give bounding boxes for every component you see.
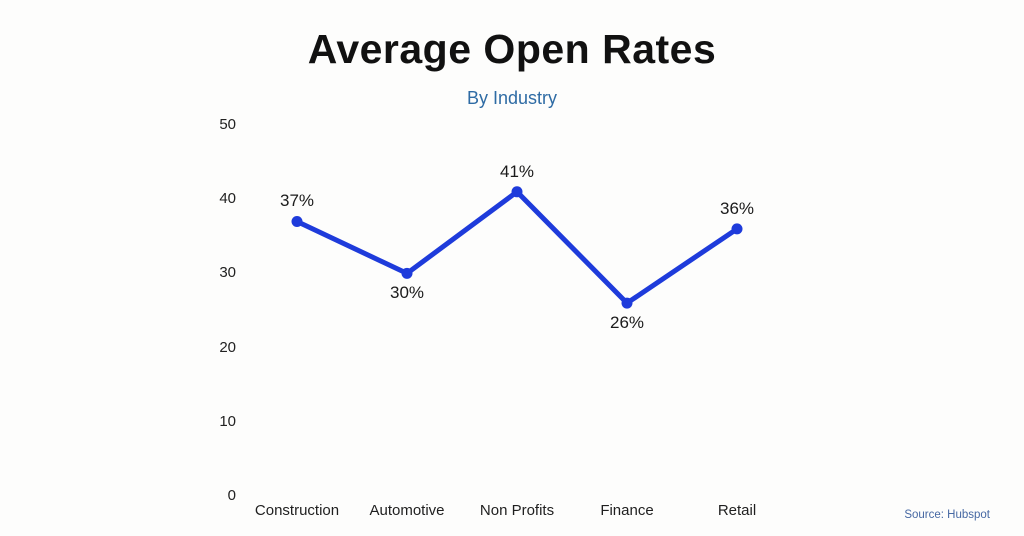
y-tick-label: 30: [219, 264, 236, 281]
y-tick-label: 20: [219, 339, 236, 356]
y-tick-label: 40: [219, 190, 236, 207]
series-line: [294, 189, 740, 306]
x-category-label: Automotive: [369, 502, 445, 519]
data-point-marker: [621, 297, 633, 309]
x-category-label: Retail: [717, 502, 757, 519]
data-point-marker: [401, 267, 413, 279]
data-value-label: 41%: [499, 162, 535, 181]
data-point-marker: [511, 186, 523, 198]
data-value-label: 36%: [719, 199, 755, 218]
x-category-label: Construction: [254, 502, 340, 519]
y-tick-label: 50: [219, 116, 236, 133]
data-point-marker: [731, 223, 743, 235]
y-tick-label: 10: [219, 413, 236, 430]
y-tick-label: 0: [227, 487, 236, 504]
x-category-label: Non Profits: [479, 502, 555, 519]
data-value-label: 26%: [609, 313, 645, 332]
data-value-label: 37%: [279, 191, 315, 210]
chart-subtitle: By Industry: [466, 88, 558, 108]
source-attribution: Source: Hubspot: [904, 509, 990, 521]
chart-title: Average Open Rates: [307, 26, 717, 72]
data-point-marker: [291, 216, 303, 227]
x-category-label: Finance: [600, 502, 654, 519]
data-value-label: 30%: [389, 283, 425, 302]
